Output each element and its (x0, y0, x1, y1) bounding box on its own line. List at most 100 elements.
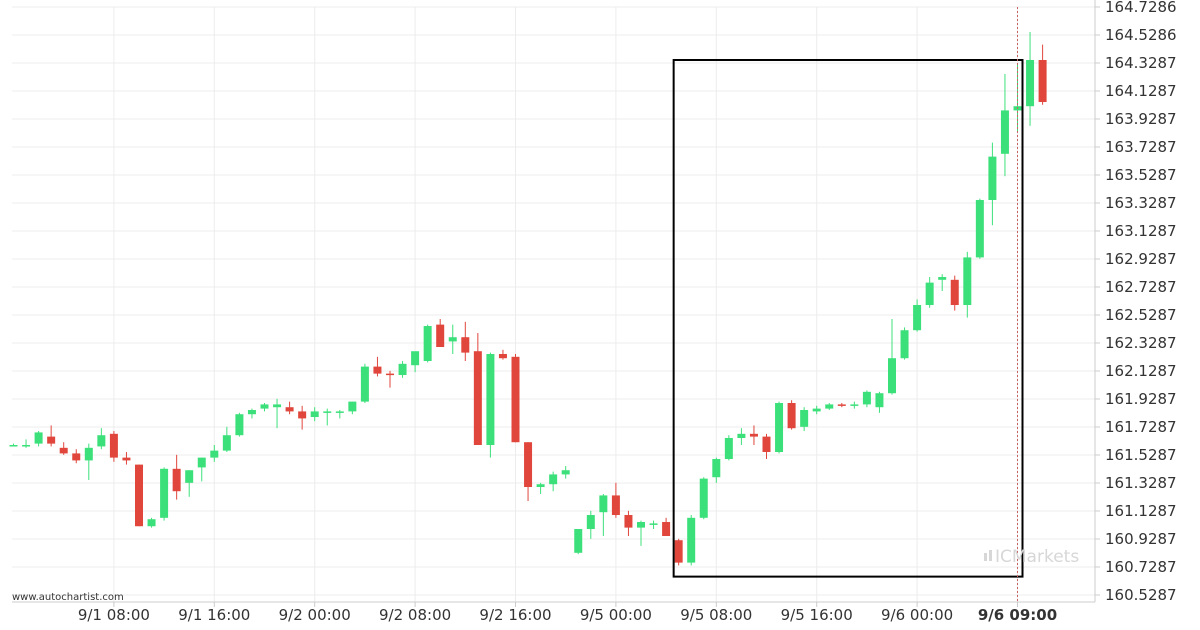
candle-body (649, 523, 658, 525)
candle-body (825, 404, 834, 409)
candle-body (473, 351, 482, 446)
candle-body (574, 529, 583, 553)
bearish-candle (950, 275, 959, 311)
candle-body (674, 540, 683, 563)
x-tick-label: 9/2 16:00 (479, 606, 551, 624)
candle-body (285, 407, 294, 412)
bullish-candle (875, 391, 884, 413)
bullish-candle (423, 324, 432, 363)
candle-body (662, 522, 671, 537)
bearish-candle (285, 401, 294, 415)
candle-body (160, 468, 169, 518)
candle-body (888, 358, 896, 394)
candle-body (235, 414, 244, 436)
bearish-candle (611, 482, 620, 518)
candle-body (348, 401, 357, 412)
y-tick-label: 164.7286 (1105, 0, 1177, 16)
candle-body (109, 433, 118, 458)
y-tick-label: 164.3287 (1105, 54, 1177, 72)
candle-body (22, 445, 31, 447)
candle-layer (9, 32, 1047, 566)
candle-body (386, 373, 394, 376)
candle-body (97, 435, 106, 447)
candle-body (411, 351, 420, 366)
candle-body (586, 515, 595, 530)
candle-body (950, 279, 959, 306)
bullish-candle (825, 403, 834, 411)
y-tick-label: 161.1287 (1105, 502, 1177, 520)
icmarkets-logo: ICMarkets (984, 547, 1079, 567)
y-tick-label: 160.9287 (1105, 530, 1177, 548)
candle-body (749, 433, 758, 437)
x-tick-label: 9/5 08:00 (680, 606, 752, 624)
candle-body (775, 403, 784, 453)
bullish-candle (1013, 64, 1022, 132)
candle-body (423, 326, 432, 362)
bullish-candle (411, 351, 420, 373)
candle-body (147, 519, 156, 527)
bearish-candle (386, 370, 394, 388)
candle-body (298, 411, 307, 419)
bearish-candle (373, 356, 382, 377)
bullish-candle (925, 277, 934, 308)
bullish-candle (235, 412, 244, 437)
bearish-candle (498, 349, 507, 360)
candle-body (373, 366, 382, 374)
y-tick-label: 161.3287 (1105, 474, 1177, 492)
bearish-candle (624, 510, 633, 537)
bullish-candle (888, 319, 896, 395)
bullish-candle (599, 494, 608, 537)
candle-body (1000, 110, 1009, 154)
bullish-candle (900, 327, 909, 360)
candle-body (84, 447, 93, 461)
bullish-candle (549, 471, 558, 492)
bullish-candle (273, 398, 282, 429)
y-tick-label: 162.5287 (1105, 306, 1177, 324)
candle-body (687, 517, 696, 563)
y-tick-label: 160.5287 (1105, 586, 1177, 604)
bearish-candle (135, 464, 143, 527)
bullish-candle (862, 390, 871, 408)
bullish-candle (850, 401, 859, 409)
y-tick-label: 162.3287 (1105, 334, 1177, 352)
candle-body (787, 403, 796, 429)
bullish-candle (97, 428, 106, 450)
candle-body (762, 436, 771, 453)
x-tick-label: 9/6 09:00 (978, 606, 1057, 624)
candle-body (712, 459, 721, 478)
candle-body (1038, 60, 1047, 103)
candle-body (875, 393, 884, 408)
bullish-candle (260, 403, 269, 412)
candle-body (273, 404, 282, 408)
bullish-candle (147, 517, 156, 528)
candle-body (938, 277, 947, 280)
candle-body (699, 478, 708, 518)
y-tick-label: 163.3287 (1105, 194, 1177, 212)
y-tick-label: 163.9287 (1105, 110, 1177, 128)
y-tick-label: 164.5286 (1105, 26, 1177, 44)
y-tick-label: 161.7287 (1105, 418, 1177, 436)
icmarkets-brand: ICMarkets (995, 547, 1079, 567)
candle-body (837, 404, 846, 406)
candle-body (850, 404, 859, 406)
candle-body (900, 330, 909, 359)
y-tick-label: 163.5287 (1105, 166, 1177, 184)
candle-body (925, 282, 934, 306)
y-tick-label: 160.7287 (1105, 558, 1177, 576)
bearish-candle (787, 400, 796, 430)
candle-body (737, 433, 746, 439)
candle-body (360, 366, 369, 402)
bullish-candle (310, 407, 319, 422)
autochartist-watermark: www.autochartist.com (12, 592, 124, 603)
bullish-candle (360, 363, 369, 404)
candle-body (524, 442, 533, 488)
y-tick-label: 162.7287 (1105, 278, 1177, 296)
x-tick-label: 9/5 16:00 (781, 606, 853, 624)
bullish-candle (649, 520, 658, 530)
bullish-candle (9, 443, 18, 447)
candle-body (34, 432, 43, 444)
candle-body (72, 453, 81, 461)
candle-body (9, 445, 18, 447)
candle-body (511, 356, 520, 443)
bullish-candle (574, 529, 583, 555)
